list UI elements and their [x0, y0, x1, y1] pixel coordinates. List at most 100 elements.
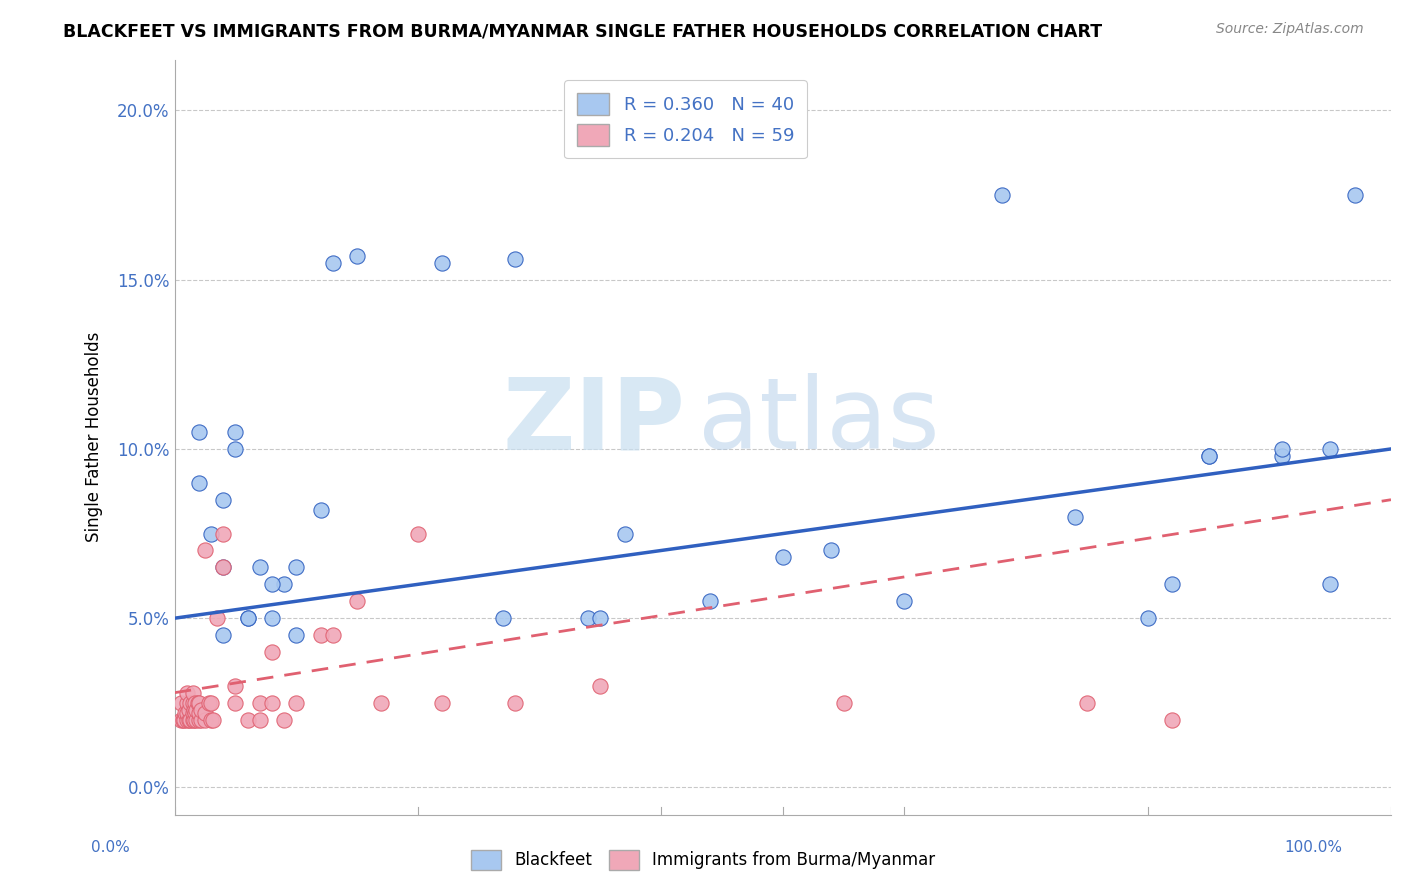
- Point: [181, 706, 204, 720]
- Point: [1198, 449, 1220, 463]
- Point: [176, 706, 198, 720]
- Point: [1270, 442, 1292, 456]
- Point: [181, 686, 204, 700]
- Point: [176, 686, 198, 700]
- Point: [224, 425, 246, 439]
- Point: [576, 611, 599, 625]
- Point: [260, 696, 283, 710]
- Point: [589, 679, 612, 693]
- Point: [1076, 696, 1098, 710]
- Point: [205, 611, 228, 625]
- Point: [181, 696, 204, 710]
- Point: [1319, 442, 1341, 456]
- Point: [990, 188, 1012, 202]
- Point: [187, 475, 209, 490]
- Point: [249, 696, 271, 710]
- Point: [187, 706, 209, 720]
- Point: [893, 594, 915, 608]
- Point: [370, 696, 392, 710]
- Point: [273, 713, 295, 727]
- Point: [202, 713, 225, 727]
- Point: [613, 526, 636, 541]
- Point: [194, 713, 217, 727]
- Point: [184, 706, 207, 720]
- Point: [430, 696, 453, 710]
- Point: [322, 256, 344, 270]
- Point: [1319, 577, 1341, 591]
- Point: [273, 577, 295, 591]
- Point: [503, 696, 526, 710]
- Text: BLACKFEET VS IMMIGRANTS FROM BURMA/MYANMAR SINGLE FATHER HOUSEHOLDS CORRELATION : BLACKFEET VS IMMIGRANTS FROM BURMA/MYANM…: [63, 22, 1102, 40]
- Point: [184, 696, 207, 710]
- Point: [224, 679, 246, 693]
- Text: 100.0%: 100.0%: [1285, 840, 1343, 855]
- Point: [249, 713, 271, 727]
- Point: [1161, 713, 1184, 727]
- Point: [503, 252, 526, 267]
- Point: [236, 713, 259, 727]
- Point: [1343, 188, 1365, 202]
- Point: [197, 696, 219, 710]
- Point: [224, 442, 246, 456]
- Point: [212, 526, 235, 541]
- Point: [179, 696, 201, 710]
- Point: [430, 256, 453, 270]
- Point: [212, 628, 235, 642]
- Text: 0.0%: 0.0%: [91, 840, 131, 855]
- Y-axis label: Single Father Households: Single Father Households: [86, 332, 103, 542]
- Point: [1063, 509, 1085, 524]
- Point: [174, 706, 197, 720]
- Point: [186, 703, 208, 717]
- Text: atlas: atlas: [697, 374, 939, 470]
- Point: [699, 594, 721, 608]
- Point: [179, 703, 201, 717]
- Point: [346, 594, 368, 608]
- Point: [832, 696, 855, 710]
- Point: [200, 526, 222, 541]
- Point: [260, 645, 283, 659]
- Point: [194, 543, 217, 558]
- Point: [200, 713, 222, 727]
- Point: [190, 703, 212, 717]
- Text: Source: ZipAtlas.com: Source: ZipAtlas.com: [1216, 22, 1364, 37]
- Point: [1136, 611, 1159, 625]
- Point: [169, 713, 191, 727]
- Point: [1161, 577, 1184, 591]
- Point: [190, 713, 212, 727]
- Point: [406, 526, 429, 541]
- Point: [176, 713, 198, 727]
- Point: [173, 713, 195, 727]
- Point: [309, 628, 332, 642]
- Point: [183, 713, 205, 727]
- Text: ZIP: ZIP: [502, 374, 686, 470]
- Point: [172, 713, 194, 727]
- Point: [1270, 449, 1292, 463]
- Point: [249, 560, 271, 574]
- Point: [187, 696, 209, 710]
- Point: [176, 696, 198, 710]
- Point: [187, 713, 209, 727]
- Point: [285, 696, 308, 710]
- Point: [200, 696, 222, 710]
- Point: [492, 611, 515, 625]
- Point: [322, 628, 344, 642]
- Point: [224, 696, 246, 710]
- Point: [212, 492, 235, 507]
- Point: [772, 550, 794, 565]
- Point: [186, 713, 208, 727]
- Point: [212, 560, 235, 574]
- Point: [194, 706, 217, 720]
- Point: [179, 713, 201, 727]
- Point: [236, 611, 259, 625]
- Point: [187, 696, 209, 710]
- Point: [285, 560, 308, 574]
- Point: [260, 611, 283, 625]
- Legend: R = 0.360   N = 40, R = 0.204   N = 59: R = 0.360 N = 40, R = 0.204 N = 59: [564, 80, 807, 158]
- Point: [589, 611, 612, 625]
- Point: [187, 425, 209, 439]
- Point: [1198, 449, 1220, 463]
- Point: [236, 611, 259, 625]
- Point: [169, 696, 191, 710]
- Point: [183, 703, 205, 717]
- Point: [309, 503, 332, 517]
